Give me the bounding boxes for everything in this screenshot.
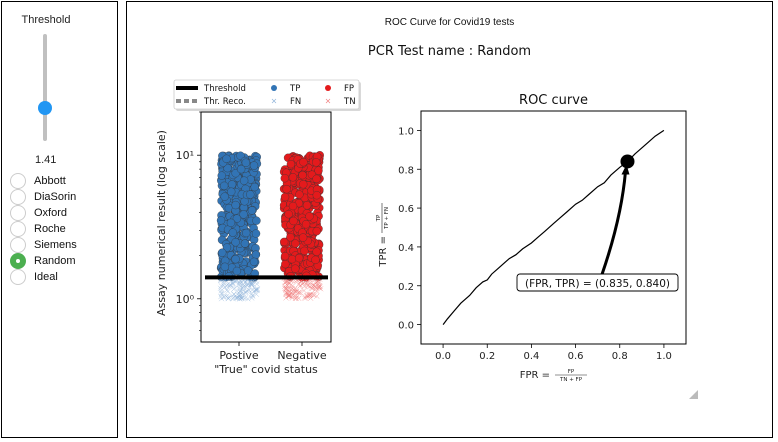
radio-checked-icon[interactable] — [10, 253, 26, 269]
threshold-slider-track[interactable] — [43, 34, 47, 141]
radio-label: Siemens — [34, 239, 77, 251]
radio-unchecked-icon[interactable] — [10, 205, 26, 221]
radio-option-roche[interactable]: Roche — [10, 221, 77, 237]
threshold-slider-label: Threshold — [21, 14, 71, 26]
radio-label: Random — [34, 255, 76, 267]
radio-label: Ideal — [34, 271, 58, 283]
radio-label: DiaSorin — [34, 191, 77, 203]
test-name-title: PCR Test name : Random — [367, 44, 532, 59]
radio-option-siemens[interactable]: Siemens — [10, 237, 77, 253]
radio-option-oxford[interactable]: Oxford — [10, 205, 77, 221]
threshold-slider-handle[interactable] — [38, 100, 52, 115]
radio-option-random[interactable]: Random — [10, 253, 77, 269]
radio-label: Oxford — [34, 207, 68, 219]
radio-label: Roche — [34, 223, 66, 235]
figure-panel: ROC Curve for Covid19 tests PCR Test nam… — [126, 1, 773, 438]
radio-unchecked-icon[interactable] — [10, 237, 26, 253]
radio-option-diasorin[interactable]: DiaSorin — [10, 189, 77, 205]
test-radio-group: Abbott DiaSorin Oxford Roche Siemens Random Id… — [10, 173, 77, 285]
radio-unchecked-icon[interactable] — [10, 269, 26, 285]
radio-option-ideal[interactable]: Ideal — [10, 269, 77, 285]
radio-unchecked-icon[interactable] — [10, 189, 26, 205]
resize-handle[interactable] — [689, 390, 698, 399]
radio-label: Abbott — [34, 175, 66, 187]
controls-panel: Threshold 1.41 Abbott DiaSorin Oxford Roche… — [1, 1, 118, 438]
figure-suptitle: ROC Curve for Covid19 tests — [384, 17, 515, 28]
radio-option-abbott[interactable]: Abbott — [10, 173, 77, 189]
radio-unchecked-icon[interactable] — [10, 173, 26, 189]
radio-unchecked-icon[interactable] — [10, 221, 26, 237]
threshold-slider-value: 1.41 — [35, 154, 57, 166]
